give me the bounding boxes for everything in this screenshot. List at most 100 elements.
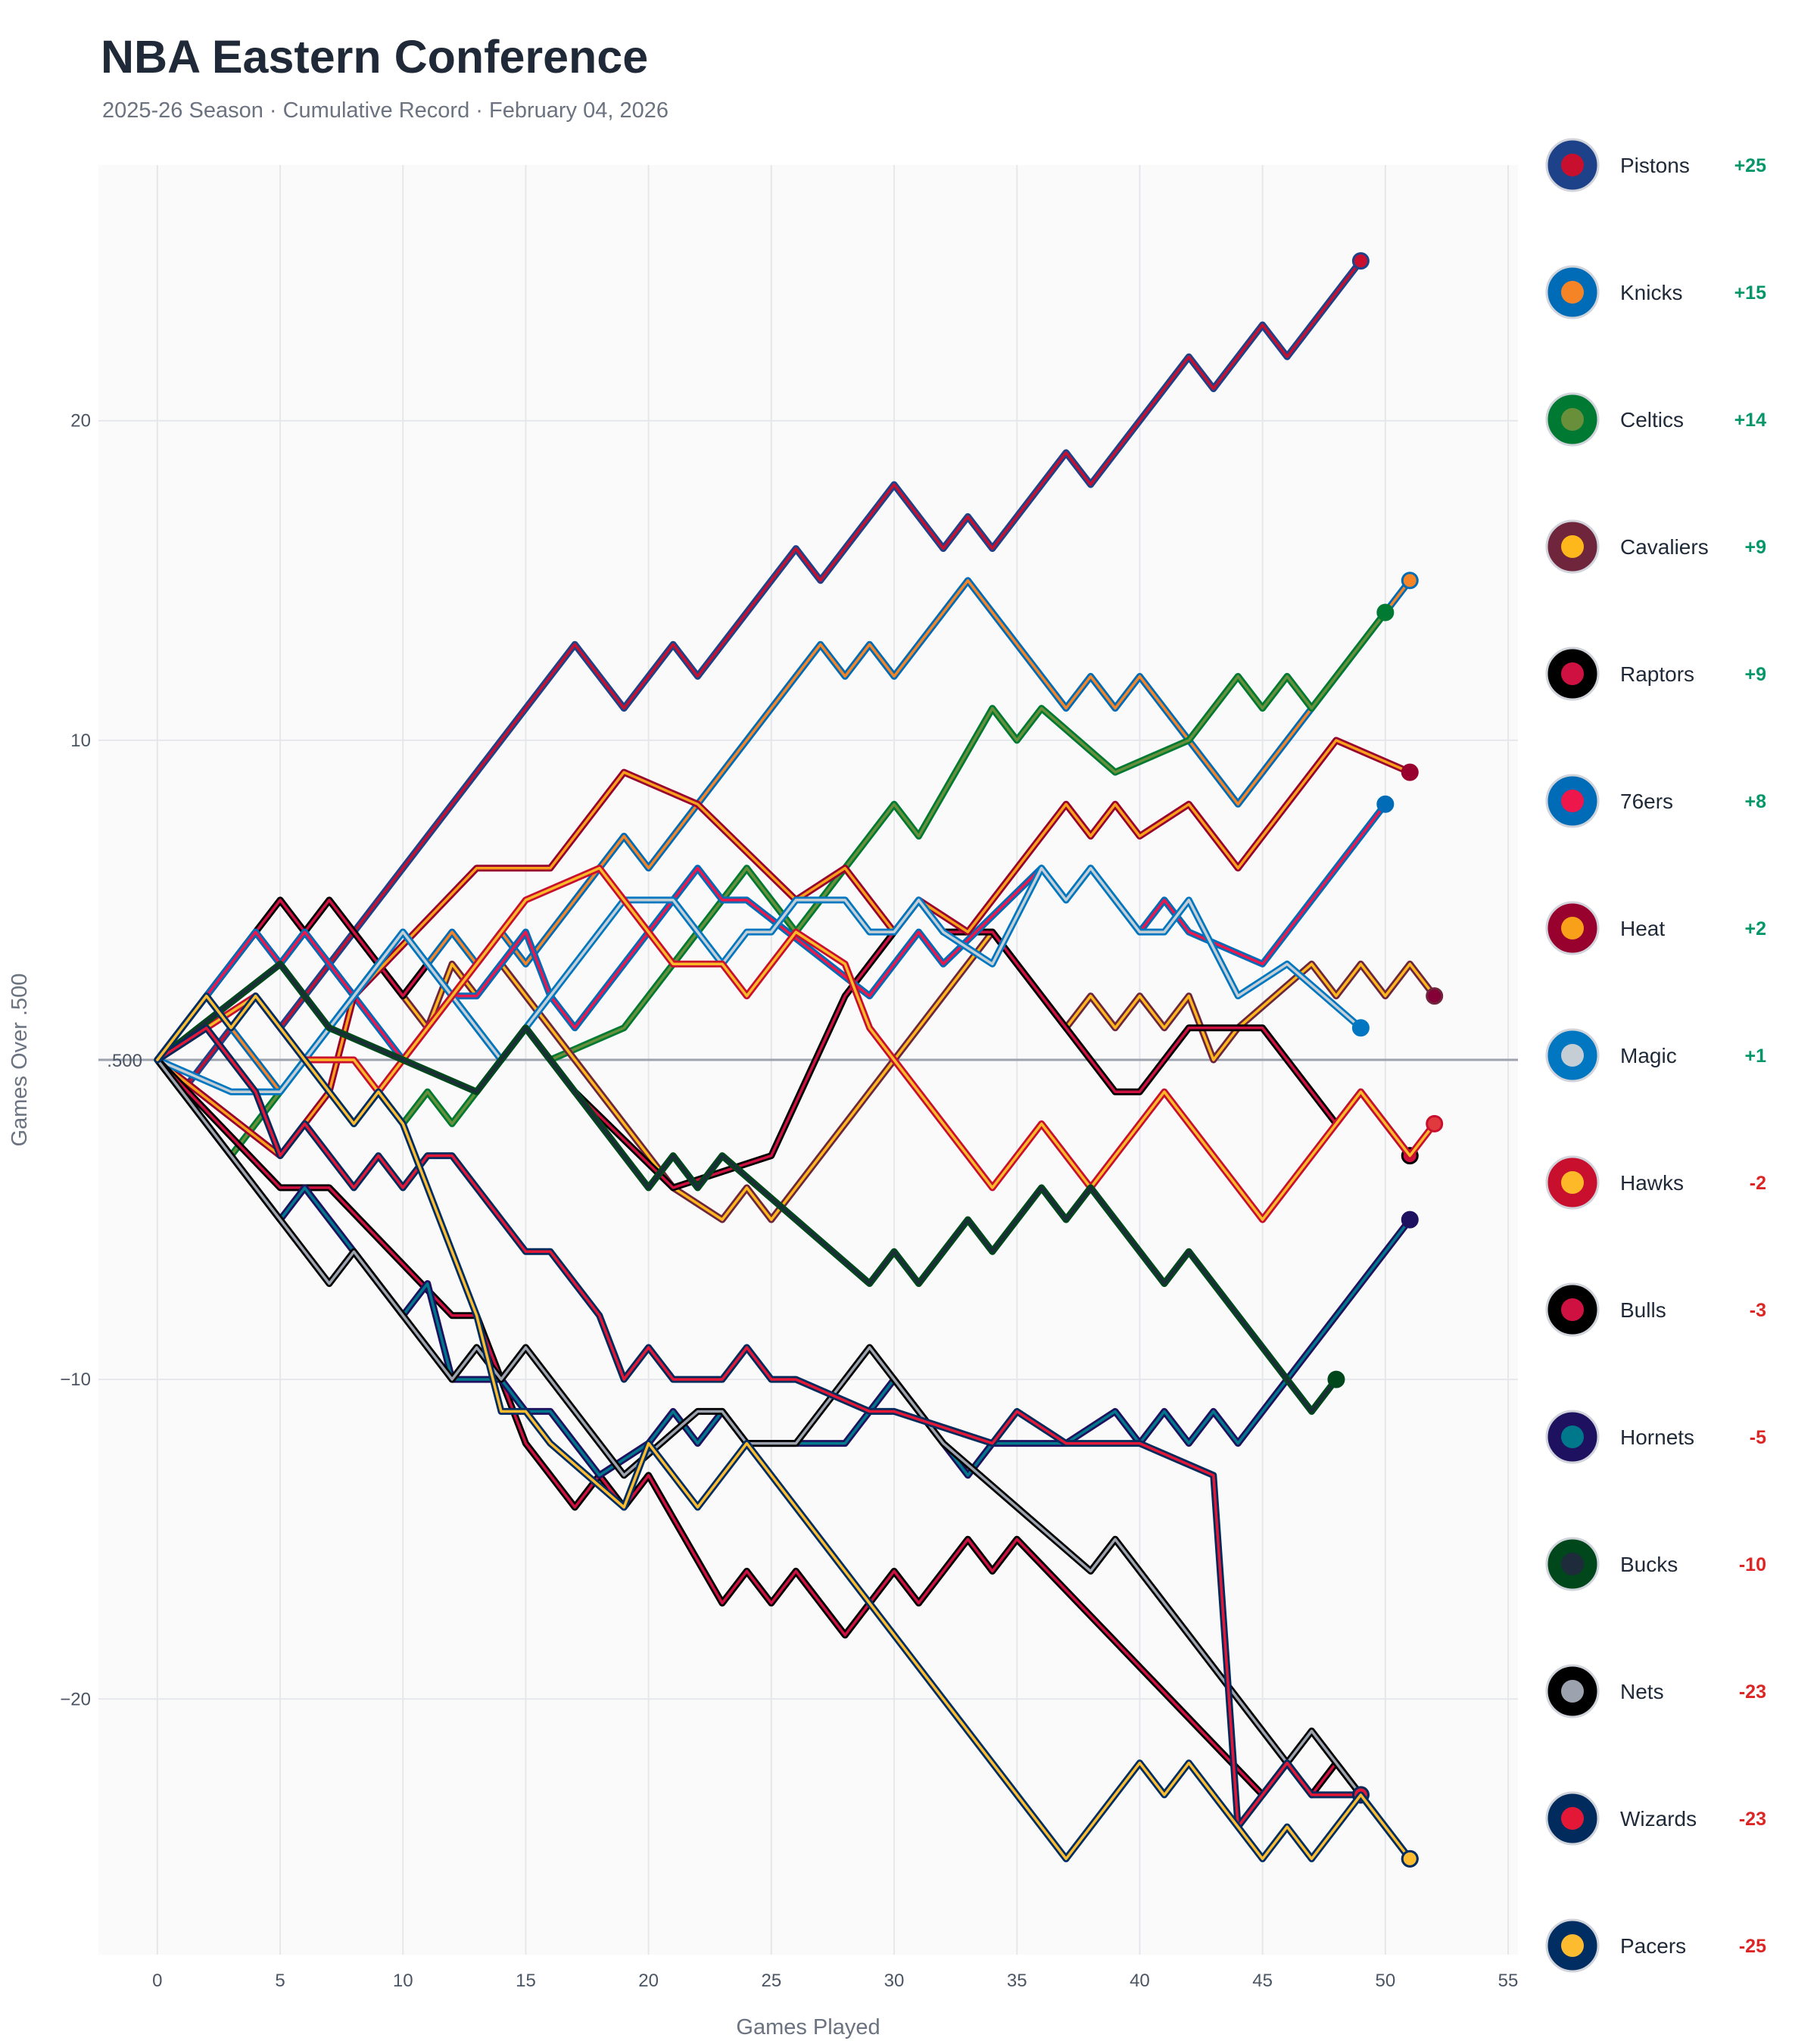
series-line-inner-pistons [156,259,1363,1093]
legend-team-value: -25 [1739,1936,1766,1957]
x-tick-label: 55 [1498,1971,1519,1991]
x-tick-label: 45 [1252,1971,1273,1991]
legend-team-value: +15 [1734,282,1767,304]
legend-team-value: +8 [1744,791,1766,812]
y-tick-label: −10 [60,1369,91,1390]
legend-item-magic: Magic +1 [1545,1028,1766,1083]
legend-team-value: +2 [1744,918,1766,939]
legend-team-name: 76ers [1620,790,1673,813]
series-line-inner-pacers [156,994,1412,1861]
legend-team-value: +25 [1734,155,1767,176]
x-tick-label: 50 [1375,1971,1395,1991]
legend-team-name: Pacers [1620,1934,1686,1958]
series-line-inner-wizards [156,1027,1363,1828]
legend-item-pistons: Pistons +25 [1545,138,1767,192]
legend-team-name: Hornets [1620,1426,1694,1449]
legend-team-name: Raptors [1620,662,1694,686]
x-tick-label: 35 [1007,1971,1027,1991]
series-bucks [154,960,1345,1415]
series-end-dot-hawks [1426,1114,1444,1133]
legend-item-raptors: Raptors +9 [1545,647,1766,701]
legend-item-bulls: Bulls -3 [1545,1282,1766,1337]
legend-item-hornets: Hornets -5 [1545,1410,1766,1464]
legend-team-value: +14 [1734,410,1767,431]
y-tick-label: 20 [70,411,91,432]
legend-item-celtics: Celtics +14 [1545,392,1767,447]
x-tick-label: 5 [275,1971,285,1991]
legend-team-name: Nets [1620,1680,1664,1703]
chart-subtitle: 2025-26 Season · Cumulative Record · Feb… [102,98,669,123]
x-tick-label: 25 [761,1971,781,1991]
legend-item-cavaliers: Cavaliers +9 [1545,519,1766,574]
legend-team-value: +9 [1744,537,1766,558]
legend-team-name: Bucks [1620,1553,1678,1576]
series-line-inner-hawks [156,866,1436,1221]
legend-team-name: Celtics [1620,408,1684,432]
y-tick-label: −20 [60,1689,91,1709]
legend-item-bucks: Bucks -10 [1545,1537,1766,1591]
series-end-dot-76ers [1376,795,1395,813]
series-end-dot-celtics [1376,603,1395,622]
legend-item-hawks: Hawks -2 [1545,1155,1766,1210]
legend-team-value: -5 [1750,1427,1766,1448]
legend-team-value: +1 [1744,1045,1766,1067]
chart-title: NBA Eastern Conference [101,31,649,83]
legend: Pistons +25 Knicks +15 Celtics +14 Cavaliers +9… [1545,138,1767,1973]
x-tick-label: 0 [152,1971,162,1991]
heat-logo-center [1561,917,1584,939]
series-line-inner-nets [156,1058,1412,1861]
legend-team-name: Wizards [1620,1807,1697,1831]
legend-team-value: -23 [1739,1681,1766,1703]
legend-item-wizards: Wizards -23 [1545,1791,1766,1846]
series-magic [154,865,1370,1095]
legend-item-heat: Heat +2 [1545,901,1766,955]
nets-logo-center [1561,1680,1584,1703]
legend-item-knicks: Knicks +15 [1545,265,1767,319]
legend-team-value: +9 [1744,664,1766,685]
y-axis-title: Games Over .500 [8,974,32,1147]
76ers-logo-center [1561,790,1584,812]
legend-team-value: -23 [1739,1809,1766,1830]
legend-item-nets: Nets -23 [1545,1664,1766,1718]
legend-team-name: Knicks [1620,281,1682,304]
series-lines [154,252,1444,1868]
series-end-dot-magic [1351,1019,1370,1037]
y-axis-ticks: −20 −10 10 20 [60,411,91,1710]
legend-team-name: Bulls [1620,1298,1666,1322]
raptors-logo-center [1561,662,1584,685]
x-tick-label: 30 [884,1971,905,1991]
hawks-logo-center [1561,1171,1584,1194]
knicks-logo-center [1561,281,1584,304]
hornets-logo-center [1561,1426,1584,1448]
series-line-inner-bucks [156,962,1338,1413]
legend-team-name: Hawks [1620,1171,1684,1195]
legend-team-name: Pistons [1620,154,1690,177]
pacers-logo-center [1561,1934,1584,1957]
series-end-dot-knicks [1401,572,1419,590]
legend-team-name: Cavaliers [1620,535,1709,559]
magic-logo-center [1561,1044,1584,1067]
series-hawks [154,865,1444,1223]
series-end-dot-heat [1401,763,1419,781]
legend-item-pacers: Pacers -25 [1545,1918,1766,1973]
wizards-logo-center [1561,1807,1584,1830]
legend-team-name: Heat [1620,917,1665,940]
series-end-dot-hornets [1401,1211,1419,1229]
series-end-dot-bucks [1327,1370,1345,1388]
y-tick-label: 10 [70,731,91,751]
series-pistons [154,252,1370,1095]
legend-team-value: -3 [1750,1300,1766,1321]
series-pacers [154,992,1419,1868]
x-tick-label: 40 [1130,1971,1150,1991]
bucks-logo-center [1561,1553,1584,1575]
series-end-dot-pacers [1401,1849,1419,1868]
x-tick-label: 10 [393,1971,413,1991]
cavaliers-logo-center [1561,535,1584,558]
celtics-logo-center [1561,408,1584,431]
x-tick-label: 20 [638,1971,659,1991]
legend-team-value: -2 [1750,1173,1766,1194]
bulls-logo-center [1561,1298,1584,1321]
series-line-inner-magic [156,866,1363,1093]
series-end-dot-pistons [1351,252,1370,270]
